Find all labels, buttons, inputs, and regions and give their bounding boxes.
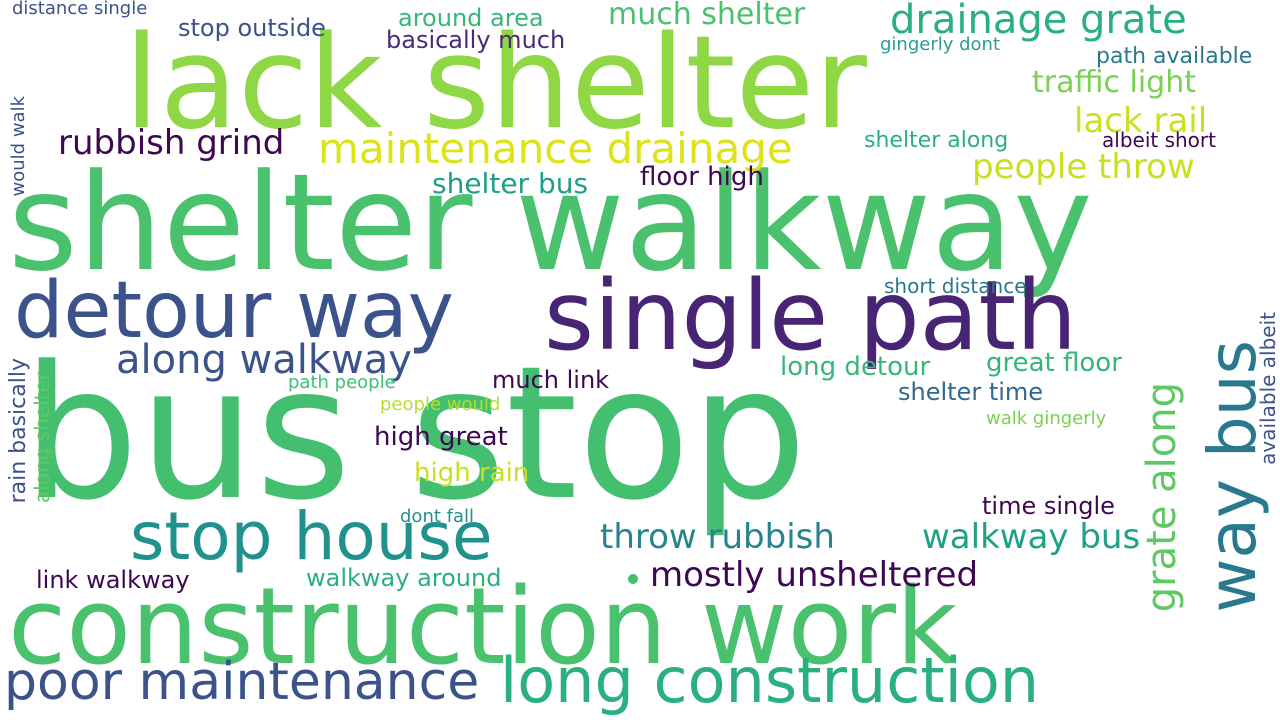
word-much-shelter: much shelter — [608, 0, 806, 32]
word-great-floor: great floor — [986, 348, 1122, 378]
word-grate-along: grate along — [1139, 382, 1185, 613]
word-throw-rubbish: throw rubbish — [600, 517, 835, 557]
word-people-would: people would — [380, 394, 501, 415]
word-albeit-short: albeit short — [1102, 128, 1216, 152]
word-distance-single: distance single — [12, 0, 148, 19]
word-lack-rail: lack rail — [1074, 101, 1208, 141]
word-time-single: time single — [982, 492, 1115, 520]
word-short-distance: short distance — [884, 274, 1027, 298]
word-basically-much: basically much — [386, 26, 566, 54]
word-along-walkway: along walkway — [116, 337, 412, 383]
word-would-walk: would walk — [8, 96, 29, 197]
word-walk-gingerly: walk gingerly — [986, 408, 1107, 429]
word-shelter-walkway: shelter walkway — [8, 145, 1093, 301]
word-long-construction: long construction — [500, 644, 1040, 717]
word-stop-outside: stop outside — [178, 14, 326, 42]
word-traffic-light: traffic light — [1032, 65, 1197, 100]
word-walkway-around: walkway around — [306, 564, 502, 592]
word-long-detour: long detour — [780, 352, 931, 382]
word-shelter-time: shelter time — [898, 378, 1044, 406]
word-shelter-along: shelter along — [864, 128, 1009, 153]
word-drainage-grate: drainage grate — [890, 0, 1187, 43]
word-rain-basically: rain basically — [6, 358, 31, 504]
word-stop-house: stop house — [130, 498, 493, 575]
word-gingerly-dont: gingerly dont — [880, 34, 1001, 55]
word-high-rain: high rain — [414, 458, 530, 488]
word-mostly-unsheltered: mostly unsheltered — [650, 555, 979, 595]
word-along-shelter: along shelter — [30, 372, 54, 504]
word-construction-work: construction work — [8, 565, 958, 688]
word-available-albeit: available albeit — [1256, 312, 1280, 465]
word-bus-stop: bus stop — [22, 327, 808, 541]
word-much-link: much link — [492, 366, 610, 394]
word-link-walkway: link walkway — [36, 566, 190, 594]
word-path-people: path people — [288, 372, 396, 393]
word-rubbish-grind: rubbish grind — [58, 123, 285, 163]
word-shelter-bus: shelter bus — [432, 167, 589, 200]
word-detour-way: detour way — [14, 266, 454, 356]
word-dont-fall: dont fall — [400, 506, 474, 527]
word-walkway-bus: walkway bus — [922, 517, 1141, 557]
word-poor-maintenance: poor maintenance — [4, 652, 480, 712]
word-maintenance-drainage: maintenance drainage — [318, 124, 793, 173]
word-high-great: high great — [374, 422, 508, 452]
word-path-available: path available — [1096, 44, 1253, 69]
dot-mark — [628, 574, 638, 584]
word-lack-shelter: lack shelter — [124, 9, 867, 158]
word-single-path: single path — [544, 260, 1077, 372]
word-around-area: around area — [398, 4, 544, 32]
word-people-throw: people throw — [972, 147, 1195, 187]
word-floor-high: floor high — [640, 162, 764, 192]
